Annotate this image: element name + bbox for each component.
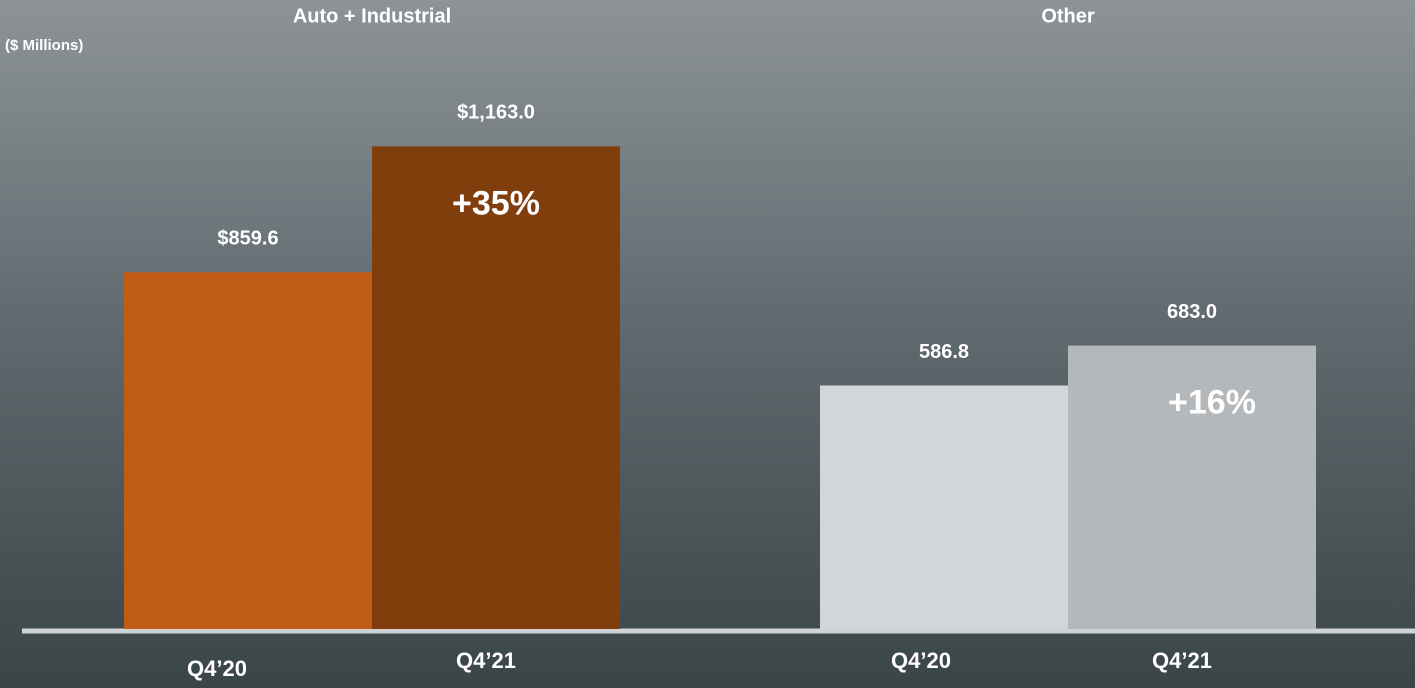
x-tick-label: Q4’21 <box>456 648 516 673</box>
bar <box>124 272 372 629</box>
value-label: 586.8 <box>919 341 969 363</box>
change-annotation: +35% <box>452 184 540 222</box>
value-label: $859.6 <box>217 228 278 250</box>
value-label: $1,163.0 <box>457 102 535 124</box>
change-annotation: +16% <box>1168 384 1256 422</box>
chart-title: Auto + Industrial <box>293 5 451 27</box>
x-tick-label: Q4’20 <box>891 648 951 673</box>
unit-label: ($ Millions) <box>5 37 83 54</box>
bar <box>1068 345 1316 629</box>
value-label: 683.0 <box>1167 301 1217 323</box>
chart-title: Other <box>1041 5 1095 27</box>
bar <box>372 146 620 630</box>
bar <box>820 385 1068 629</box>
x-tick-label: Q4’20 <box>187 656 247 681</box>
x-tick-label: Q4’21 <box>1152 648 1212 673</box>
